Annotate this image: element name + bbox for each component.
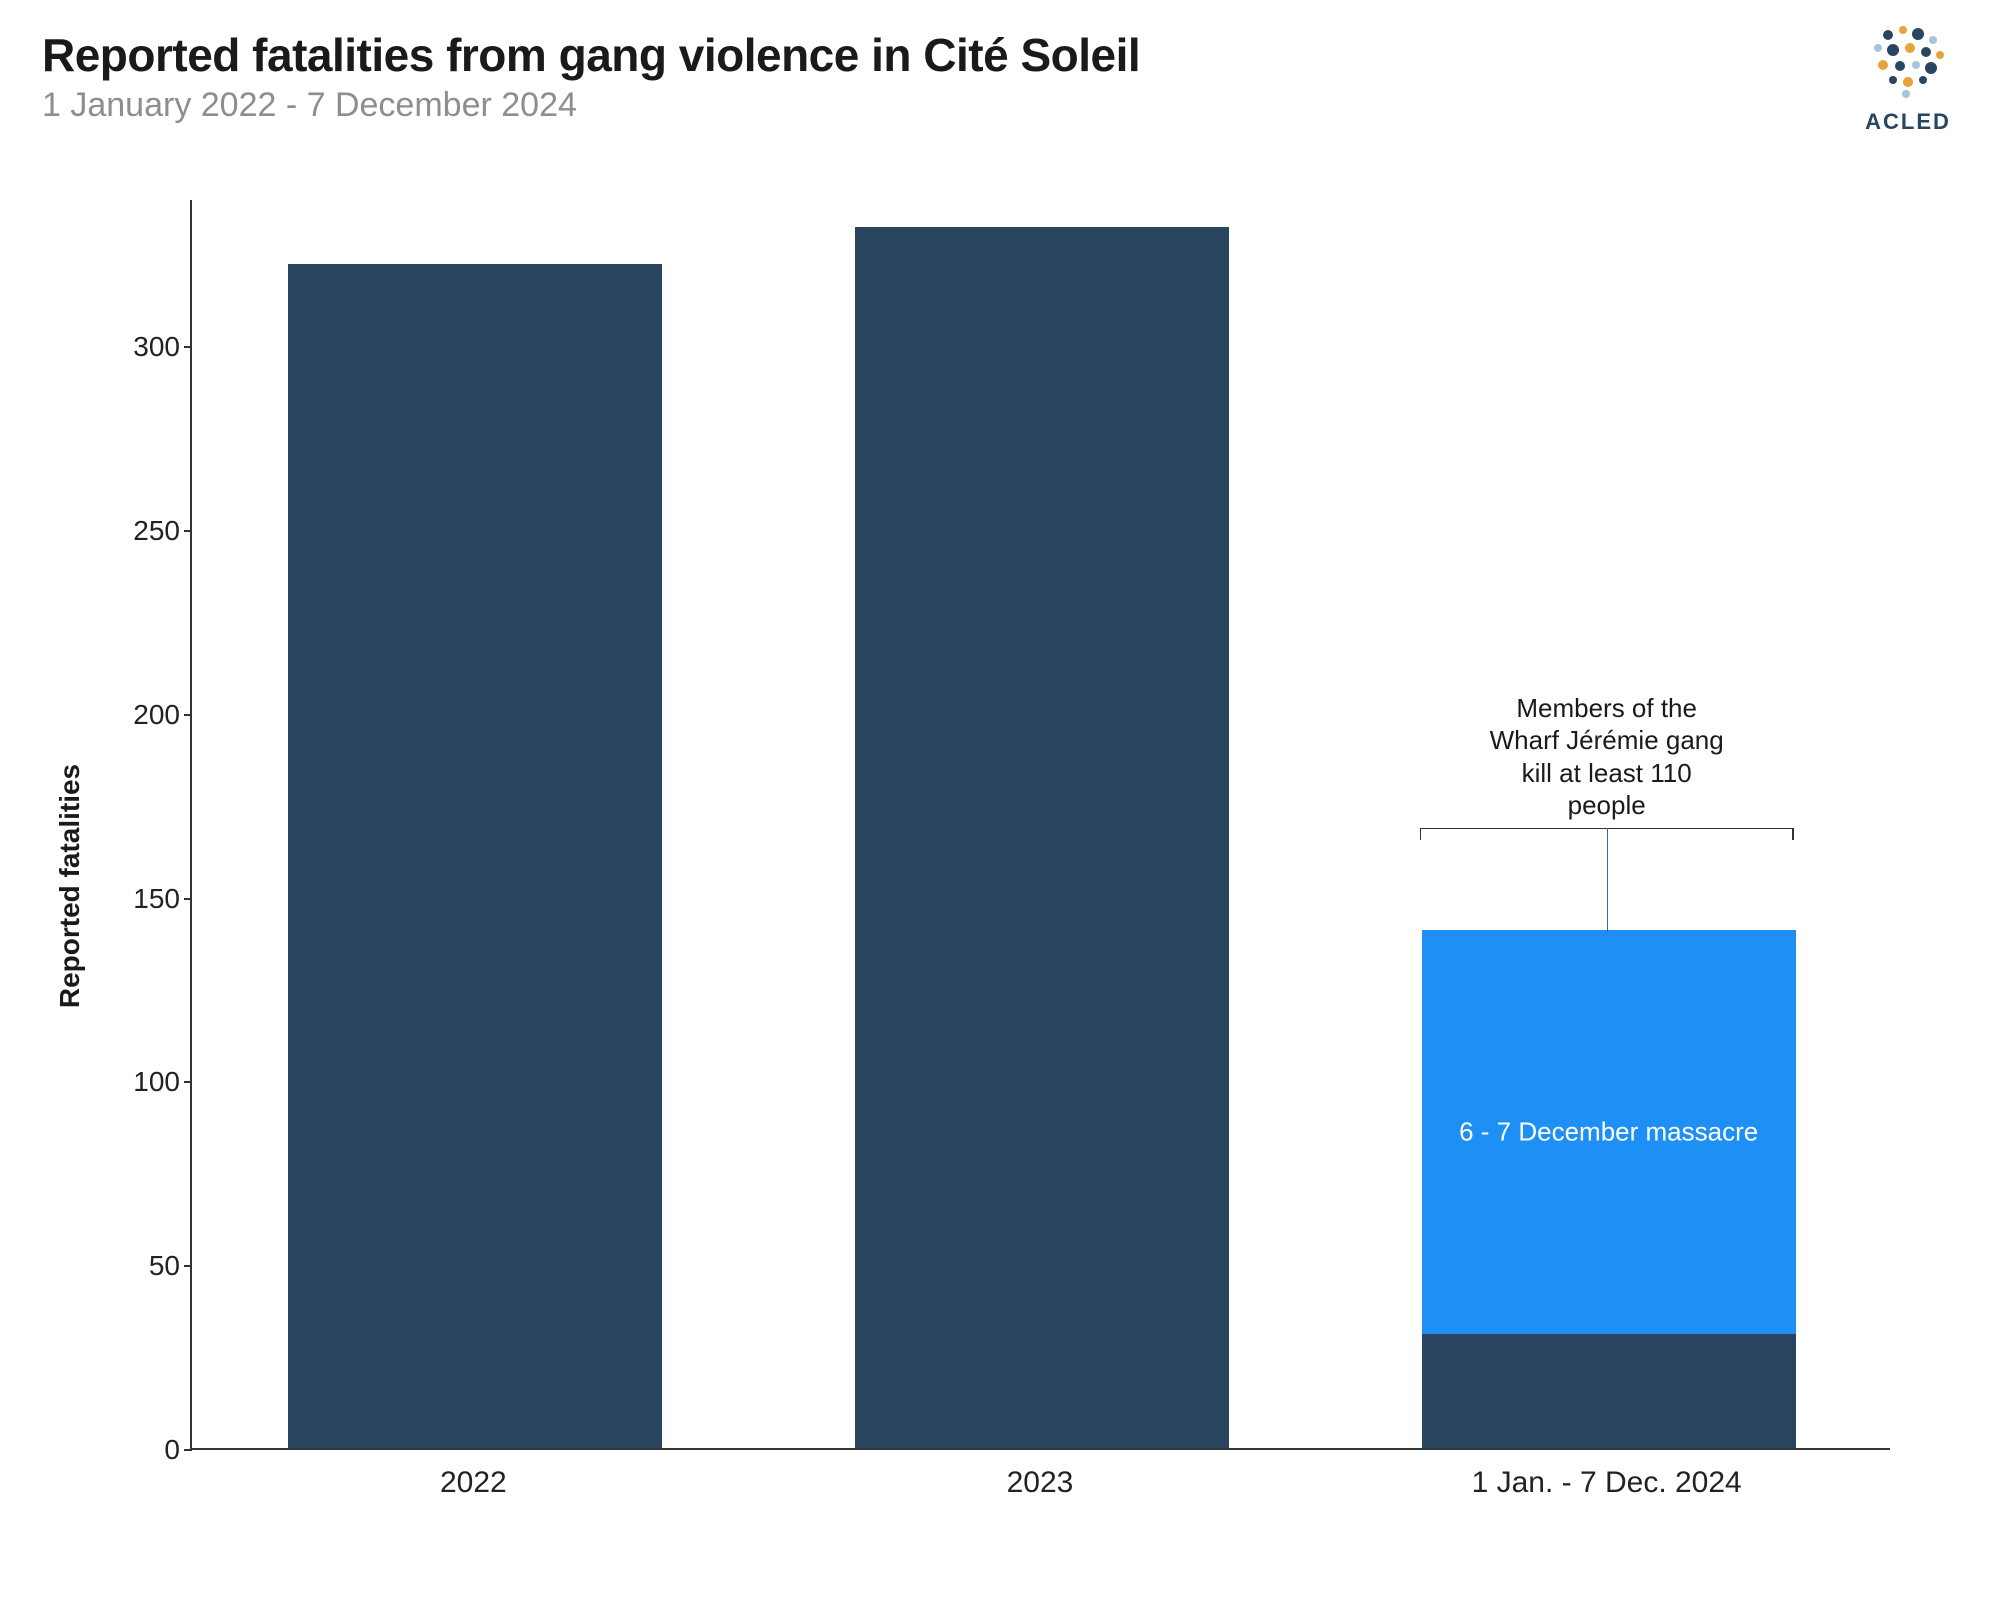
chart-title: Reported fatalities from gang violence i… (42, 28, 1958, 82)
bar: 6 - 7 December massacre (1422, 930, 1796, 1448)
bar-segment-label: 6 - 7 December massacre (1422, 1116, 1796, 1147)
y-tick-label: 150 (60, 883, 180, 915)
bar-chart: Reported fatalities 050100150200250300 6… (60, 180, 1940, 1560)
y-tick-label: 100 (60, 1066, 180, 1098)
bar-segment: 6 - 7 December massacre (1422, 930, 1796, 1334)
y-tick-label: 200 (60, 699, 180, 731)
acled-logo: ACLED (1858, 20, 1958, 135)
plot-area: 6 - 7 December massacre (190, 200, 1890, 1450)
annotation-tick (1420, 828, 1422, 840)
globe-dots-icon (1858, 20, 1958, 100)
bar-segment (288, 264, 662, 1448)
annotation-tick (1792, 828, 1794, 840)
y-tick-label: 300 (60, 331, 180, 363)
y-tick-label: 50 (60, 1250, 180, 1282)
chart-header: Reported fatalities from gang violence i… (42, 28, 1958, 125)
y-tick-label: 0 (60, 1434, 180, 1466)
bar-segment (1422, 1334, 1796, 1448)
bar-segment (855, 227, 1229, 1448)
x-tick-label: 2023 (1007, 1466, 1074, 1500)
bar (855, 227, 1229, 1448)
x-tick-label: 2022 (440, 1466, 507, 1500)
chart-subtitle: 1 January 2022 - 7 December 2024 (42, 86, 1958, 125)
logo-text: ACLED (1858, 109, 1958, 135)
y-tick-label: 250 (60, 515, 180, 547)
bar (288, 264, 662, 1448)
annotation-stem (1607, 828, 1608, 932)
annotation-text: Members of theWharf Jérémie gangkill at … (1429, 692, 1784, 822)
x-tick-label: 1 Jan. - 7 Dec. 2024 (1472, 1466, 1742, 1500)
